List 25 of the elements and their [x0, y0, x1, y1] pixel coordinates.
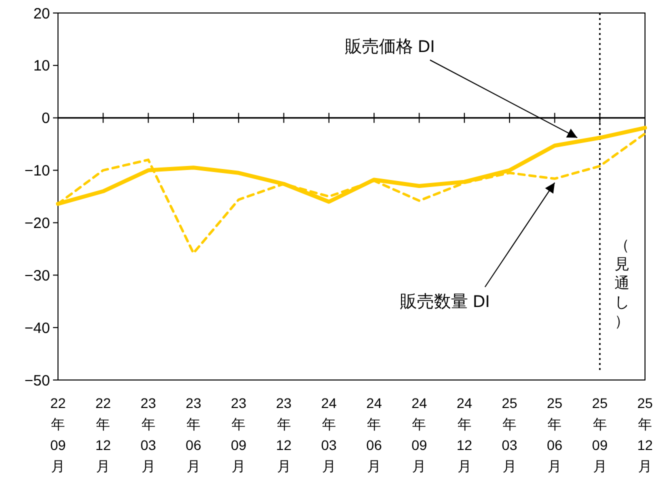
x-tick-label: 25年12月	[637, 395, 653, 474]
x-tick-label: 23年06月	[186, 395, 202, 474]
y-tick-label: 0	[42, 110, 50, 128]
x-tick-label: 23年12月	[276, 395, 292, 474]
y-tick-label: −30	[24, 267, 50, 284]
x-tick-label: 25年09月	[592, 395, 608, 474]
x-tick-label: 25年03月	[502, 395, 518, 474]
x-tick-label: 24年12月	[456, 395, 472, 474]
y-tick-label: −50	[24, 372, 50, 390]
x-tick-label: 22年09月	[50, 395, 66, 474]
y-tick-label: −10	[24, 162, 50, 180]
text: 販売数量 DI	[400, 292, 490, 311]
y-tick-label: −40	[24, 320, 50, 337]
x-tick-label: 22年12月	[95, 395, 112, 474]
x-tick-label: 24年06月	[366, 395, 382, 474]
x-tick-label: 24年03月	[321, 395, 337, 474]
y-tick-label: 20	[33, 5, 50, 22]
y-tick-label: −20	[24, 214, 50, 232]
y-tick-label: 10	[33, 58, 50, 75]
ref-line-label: （見通し）	[614, 237, 630, 330]
x-tick-label: 25年06月	[546, 395, 563, 474]
x-tick-label: 23年09月	[230, 395, 247, 474]
x-tick-label: 23年03月	[140, 395, 156, 474]
text: 販売価格 DI	[345, 37, 435, 56]
x-tick-label: 24年09月	[411, 395, 428, 474]
